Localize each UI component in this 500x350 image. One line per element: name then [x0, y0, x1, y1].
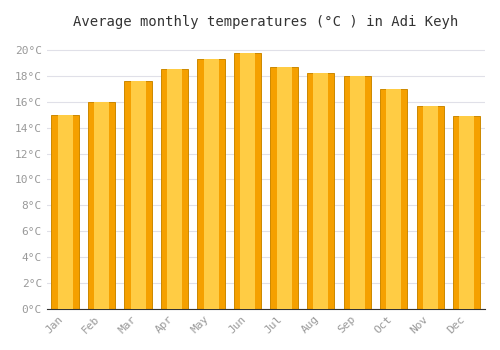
Bar — [307, 74, 334, 309]
Bar — [94, 102, 109, 309]
Bar — [52, 115, 79, 309]
Bar — [459, 116, 474, 309]
Bar — [88, 102, 116, 309]
Bar — [234, 52, 262, 309]
Bar — [416, 106, 444, 309]
Bar — [204, 59, 218, 309]
Bar — [58, 115, 72, 309]
Bar — [124, 81, 152, 309]
Bar — [167, 69, 182, 309]
Bar — [198, 59, 225, 309]
Bar — [350, 76, 364, 309]
Bar — [453, 116, 480, 309]
Bar — [386, 89, 402, 309]
Bar — [313, 74, 328, 309]
Bar — [276, 67, 291, 309]
Bar — [344, 76, 371, 309]
Bar — [422, 106, 438, 309]
Bar — [380, 89, 407, 309]
Bar — [130, 81, 146, 309]
Bar — [161, 69, 188, 309]
Bar — [270, 67, 298, 309]
Title: Average monthly temperatures (°C ) in Adi Keyh: Average monthly temperatures (°C ) in Ad… — [74, 15, 458, 29]
Bar — [240, 52, 255, 309]
